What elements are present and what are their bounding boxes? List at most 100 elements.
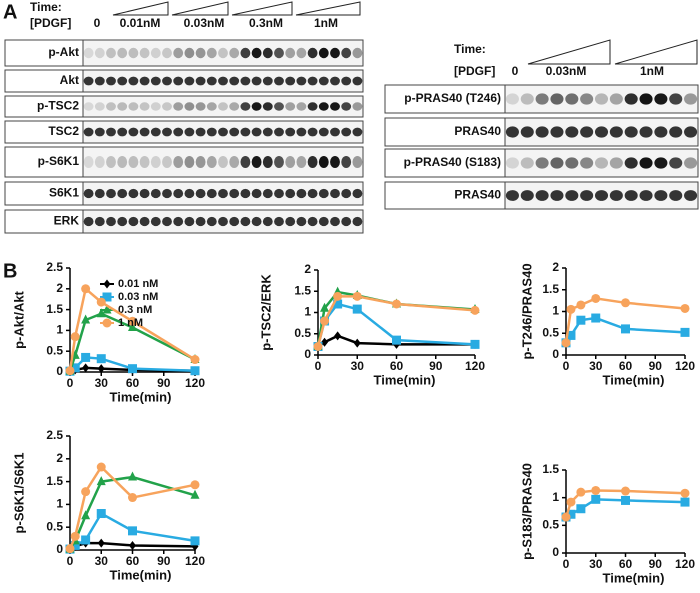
blot-band <box>352 102 363 111</box>
blot-band <box>206 76 217 86</box>
blot-band <box>352 188 363 199</box>
blot-band <box>206 47 217 59</box>
time-wedge <box>112 1 169 16</box>
blot-band <box>341 188 352 199</box>
data-point <box>320 302 330 312</box>
y-tick-label: 1 <box>56 323 63 337</box>
blot-band <box>580 190 594 201</box>
data-point <box>96 476 106 486</box>
y-tick-label: 2.5 <box>46 260 63 274</box>
blot-band <box>520 157 534 169</box>
blot-band <box>352 156 363 168</box>
data-point <box>81 314 91 324</box>
blot-band <box>139 76 150 86</box>
blot-band <box>274 188 284 199</box>
blot-band <box>150 156 161 168</box>
blot-band <box>94 47 105 59</box>
x-tick-label: 0 <box>67 376 74 390</box>
legend-label: 0.03 nM <box>118 291 158 303</box>
blot-band <box>162 156 172 168</box>
x-tick-label: 30 <box>95 376 109 390</box>
blot-band <box>684 93 698 105</box>
blot-band <box>684 190 698 201</box>
x-tick-label: 60 <box>126 554 140 568</box>
concentration-label: 0.01nM <box>120 16 161 30</box>
blot-band <box>139 188 150 199</box>
blot-band <box>684 126 698 138</box>
legend-label: 0.3 nM <box>118 304 152 316</box>
x-tick-label: 60 <box>390 359 404 373</box>
series-line <box>564 297 686 344</box>
pdgf-label: [PDGF] <box>454 64 495 78</box>
blot-band <box>240 127 251 137</box>
y-tick-label: 1.5 <box>294 283 311 297</box>
blot-band <box>565 157 579 169</box>
concentration-label: 0 <box>94 16 101 30</box>
blot-band <box>106 156 116 168</box>
blot-band <box>150 216 161 227</box>
blot-band <box>624 157 638 169</box>
blot-band <box>229 156 240 168</box>
blot-band <box>162 216 172 227</box>
blot-row-label: PRAS40 <box>454 124 501 138</box>
blot-band <box>251 127 262 137</box>
y-tick-label: 2 <box>56 281 63 295</box>
blot-band <box>296 216 307 227</box>
blot-band <box>117 188 128 199</box>
blot-band <box>195 156 206 168</box>
y-tick-label: 1.5 <box>542 462 559 476</box>
blot-band <box>262 188 273 199</box>
data-point <box>591 293 601 303</box>
blot-band <box>352 76 363 86</box>
x-tick-label: 30 <box>589 557 603 571</box>
blot-band <box>184 127 195 137</box>
blot-band <box>94 188 105 199</box>
blot-band <box>318 76 329 86</box>
y-axis-label: p-T246/PRAS40 <box>519 263 534 359</box>
blot-band <box>195 188 206 199</box>
blot-band <box>341 216 352 227</box>
data-point <box>81 510 91 520</box>
x-tick-label: 120 <box>675 359 695 373</box>
time-wedge <box>295 1 361 16</box>
blot-band <box>330 188 340 199</box>
blot-band <box>580 126 594 138</box>
blot-band <box>594 93 609 105</box>
blot-band <box>580 93 594 105</box>
x-tick-label: 120 <box>675 557 695 571</box>
legend-marker <box>102 292 112 302</box>
data-point <box>190 480 200 490</box>
data-point <box>566 330 576 340</box>
data-point <box>96 462 106 472</box>
blot-band <box>173 127 184 137</box>
blot-band <box>184 216 195 227</box>
blot-band <box>307 76 318 86</box>
blot-band <box>251 76 262 86</box>
blot-band <box>285 127 296 137</box>
data-point <box>353 338 361 348</box>
blot-band <box>330 76 340 86</box>
blot-band <box>285 76 296 86</box>
blot-band <box>296 76 307 86</box>
data-point <box>81 352 91 362</box>
data-point <box>352 304 362 314</box>
blot-band <box>330 156 340 168</box>
blot-band <box>285 102 296 111</box>
x-axis-label: Time(min) <box>110 567 172 582</box>
blot-band <box>550 93 564 105</box>
x-tick-label: 60 <box>619 359 633 373</box>
blot-band <box>318 127 329 137</box>
data-point <box>470 305 480 315</box>
blot-band <box>128 156 139 168</box>
blot-row-label: p-Akt <box>48 45 79 59</box>
blot-band <box>184 156 195 168</box>
data-point <box>65 544 75 554</box>
data-point <box>334 331 342 341</box>
blot-band <box>94 76 105 86</box>
x-tick-label: 90 <box>649 557 663 571</box>
blot-band <box>83 47 94 59</box>
data-point <box>591 313 601 323</box>
data-point <box>591 494 601 504</box>
y-axis-label: p-TSC2/ERK <box>258 274 273 351</box>
blot-band <box>624 190 638 201</box>
